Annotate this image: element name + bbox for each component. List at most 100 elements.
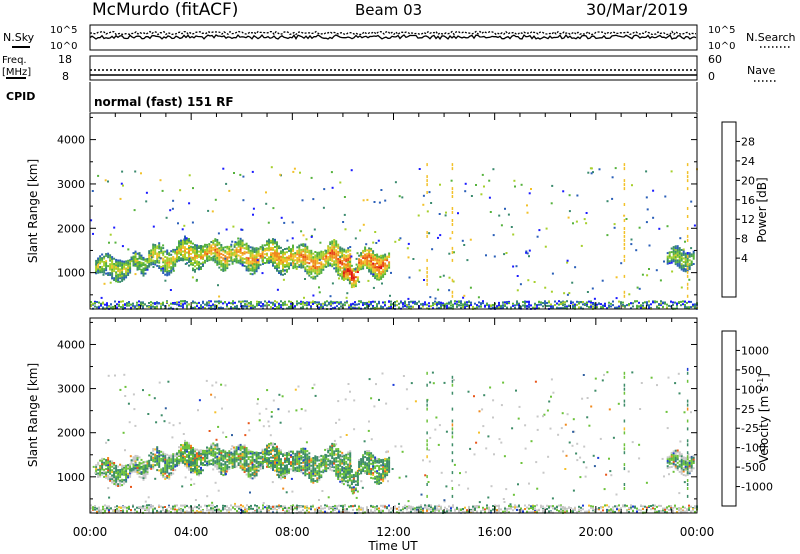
echo-cell (316, 260, 319, 263)
echo-cell (380, 464, 383, 467)
echo-cell (370, 471, 373, 474)
echo-cell (428, 191, 431, 194)
echo-cell (158, 252, 161, 255)
echo-cell (210, 450, 213, 453)
echo-cell (284, 452, 286, 455)
echo-cell (684, 263, 687, 266)
echo-cell (192, 248, 194, 250)
echo-cell (99, 266, 102, 268)
echo-cell (300, 470, 303, 473)
echo-cell (113, 279, 116, 281)
echo-cell (274, 446, 276, 449)
echo-cell (335, 448, 338, 451)
echo-cell (245, 469, 248, 472)
echo-cell (286, 270, 288, 273)
echo-cell (282, 268, 284, 271)
echo-cell (310, 249, 313, 252)
echo-cell (216, 256, 219, 259)
echo-cell (670, 458, 673, 461)
echo-cell (678, 261, 681, 264)
echo-cell (576, 194, 579, 197)
echo-cell (335, 458, 338, 461)
echo-cell (224, 269, 227, 272)
echo-cell (241, 465, 244, 468)
echo-cell (676, 302, 678, 305)
echo-cell (253, 263, 256, 266)
echo-cell (272, 243, 274, 246)
echo-cell (322, 263, 325, 266)
echo-cell (522, 301, 524, 303)
echo-cell (247, 458, 250, 460)
echo-cell (335, 263, 338, 266)
echo-cell (184, 447, 186, 449)
echo-cell (388, 465, 391, 468)
echo-cell (148, 454, 151, 457)
echo-cell (372, 250, 375, 253)
echo-cell (222, 454, 225, 457)
echo-cell (622, 304, 624, 307)
echo-cell (320, 306, 322, 309)
echo-cell (388, 266, 391, 269)
echo-cell (426, 179, 428, 183)
echo-cell (488, 304, 490, 307)
echo-cell (502, 304, 504, 307)
echo-cell (380, 256, 383, 259)
echo-cell (608, 304, 610, 307)
echo-cell (329, 445, 332, 448)
echo-cell (200, 472, 202, 475)
echo-cell (339, 464, 342, 467)
echo-cell (372, 468, 375, 471)
echo-cell (259, 246, 262, 248)
echo-cell (352, 488, 355, 491)
echo-cell (101, 459, 104, 462)
echo-cell (216, 305, 218, 308)
echo-cell (264, 459, 266, 462)
echo-cell (318, 470, 321, 472)
echo-cell (440, 306, 442, 309)
echo-cell (113, 268, 116, 271)
echo-cell (276, 449, 278, 452)
echo-cell (239, 447, 242, 450)
echo-cell (272, 264, 274, 267)
echo-cell (336, 301, 338, 304)
echo-cell (150, 258, 153, 261)
echo-cell (117, 470, 120, 473)
echo-cell (216, 452, 219, 455)
echo-cell (624, 304, 626, 307)
echo-cell (220, 263, 223, 266)
echo-cell (246, 306, 248, 309)
echo-cell (256, 303, 258, 305)
echo-cell (272, 247, 274, 249)
echo-cell (180, 445, 182, 448)
echo-cell (666, 259, 669, 262)
echo-cell (350, 474, 353, 477)
echo-cell (212, 463, 215, 466)
echo-cell (341, 480, 344, 483)
echo-cell (92, 232, 94, 235)
echo-cell (198, 469, 200, 471)
echo-cell (308, 452, 311, 455)
echo-cell (213, 255, 216, 258)
echo-cell (663, 260, 665, 263)
echo-cell (306, 462, 309, 465)
echo-cell (358, 280, 361, 283)
echo-cell (668, 462, 671, 465)
echo-cell (574, 303, 576, 306)
echo-cell (347, 249, 350, 251)
echo-cell (172, 472, 175, 475)
echo-cell (134, 467, 137, 470)
echo-cell (686, 179, 689, 183)
echo-cell (218, 467, 221, 470)
echo-cell (158, 458, 161, 461)
echo-cell (121, 468, 124, 471)
echo-cell (230, 458, 233, 461)
echo-cell (286, 303, 288, 306)
echo-cell (164, 460, 167, 463)
echo-cell (650, 303, 652, 306)
echo-cell (272, 257, 274, 260)
echo-cell (166, 269, 169, 271)
echo-cell (594, 304, 596, 307)
echo-cell (235, 453, 238, 456)
echo-cell (239, 241, 242, 244)
